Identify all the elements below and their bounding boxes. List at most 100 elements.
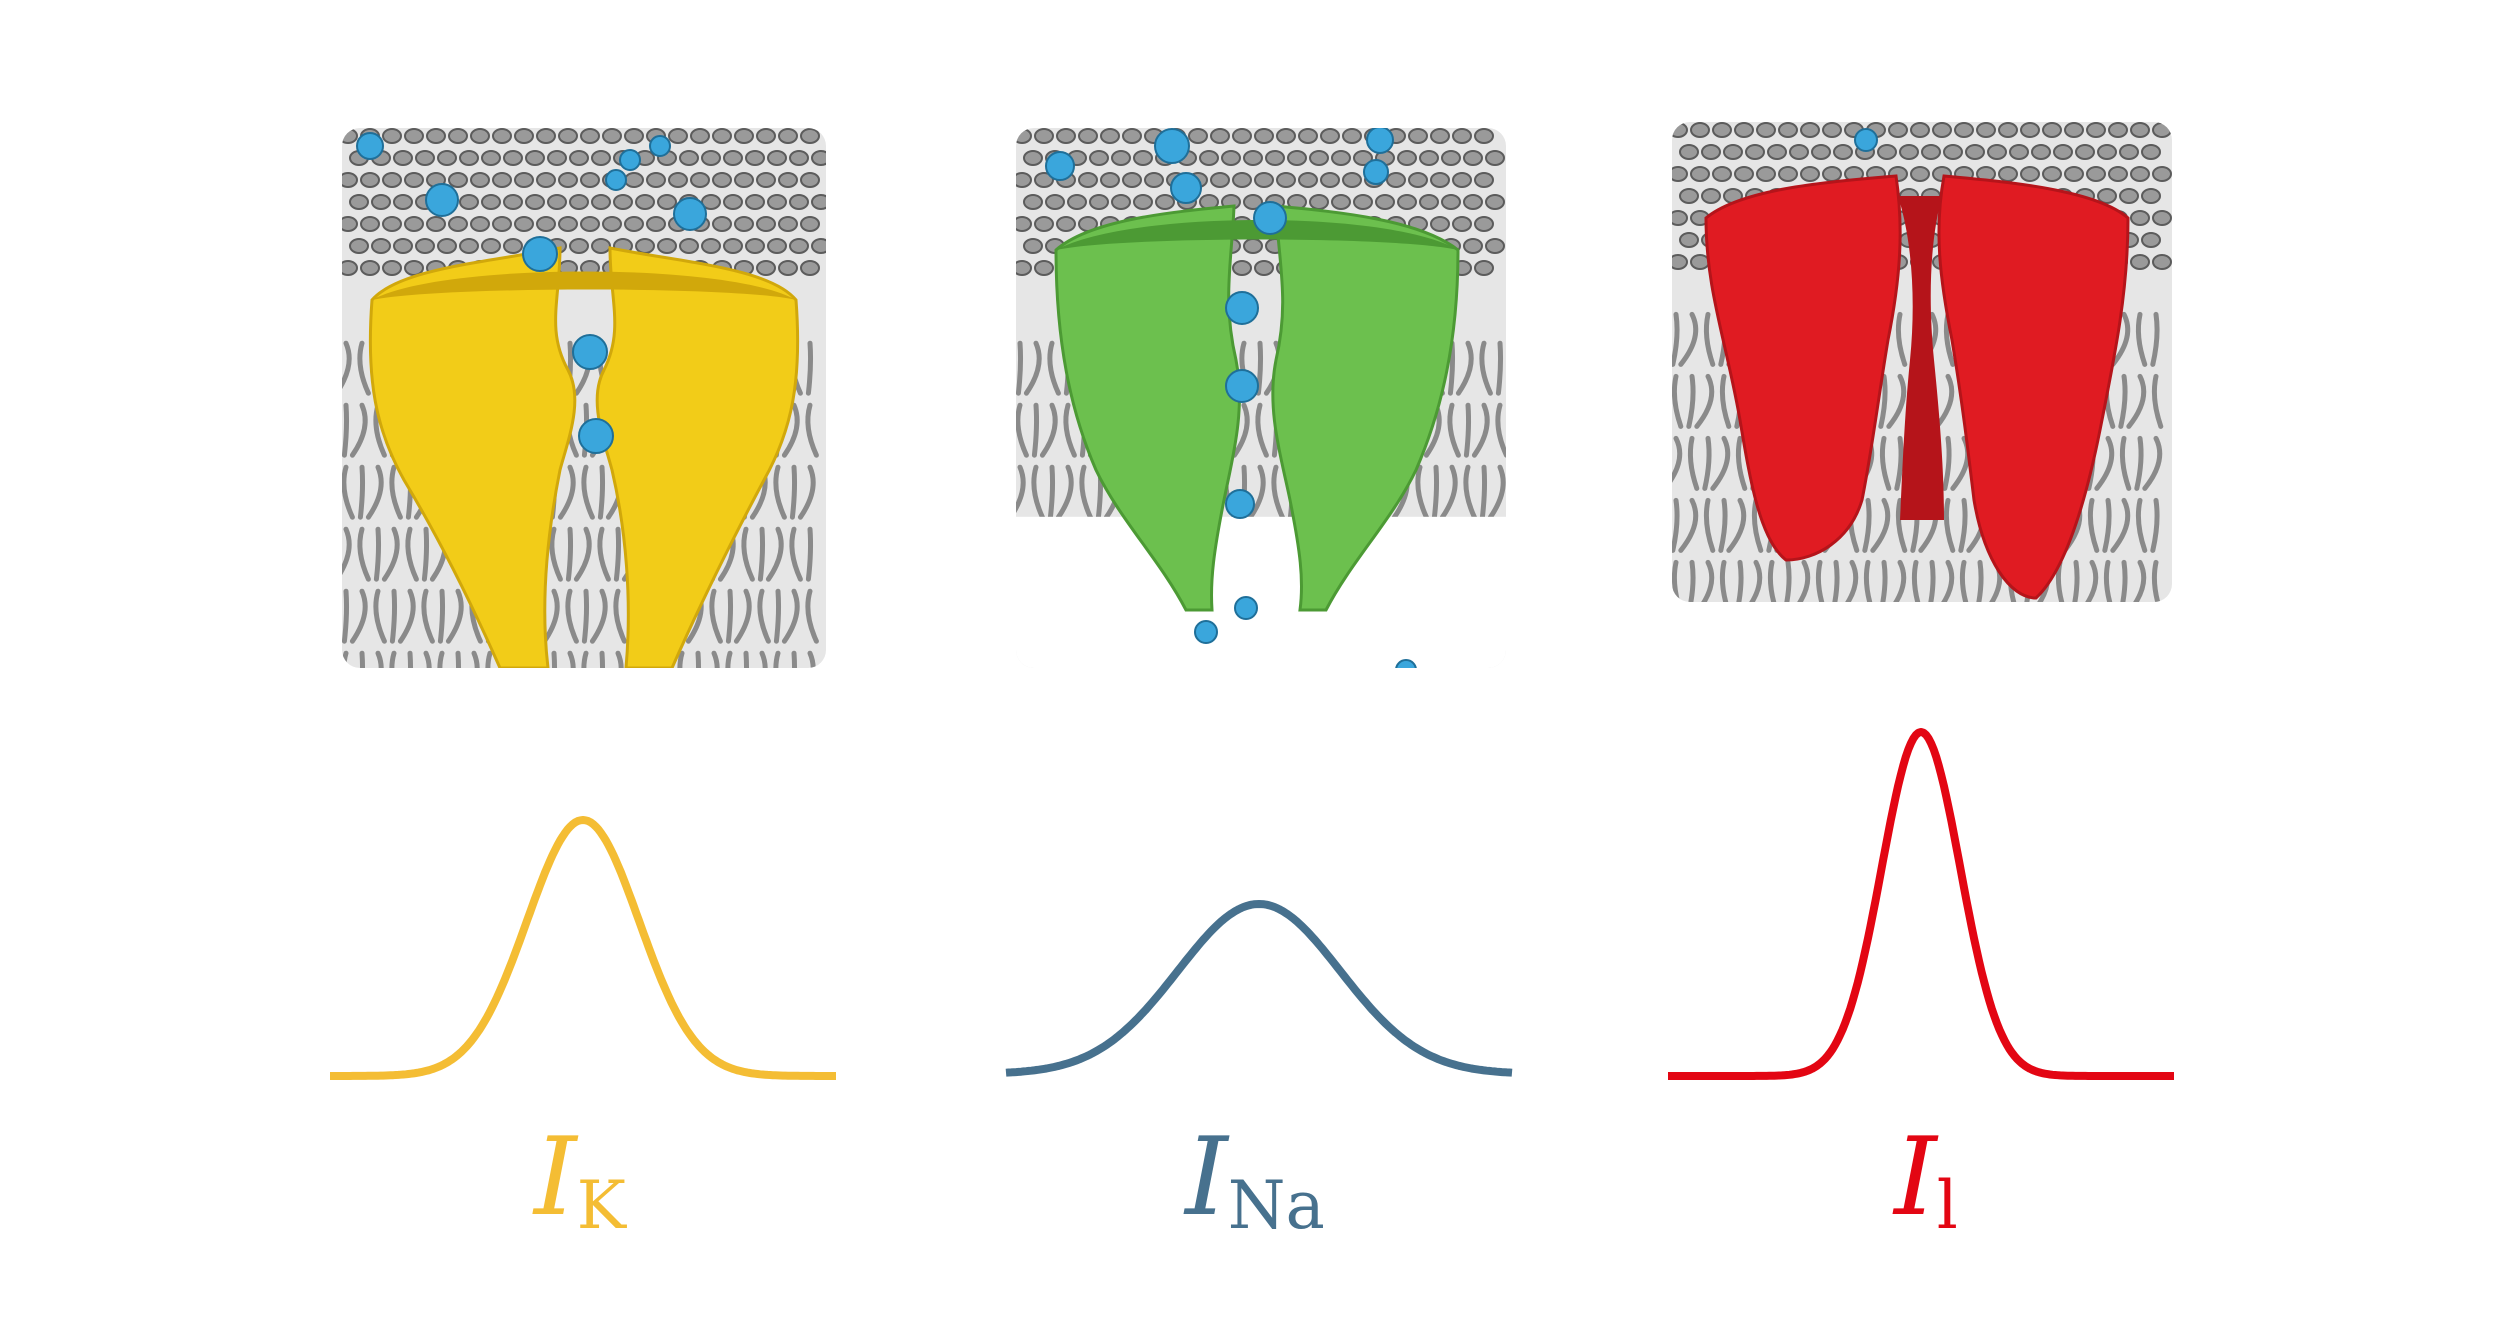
lipid-head bbox=[404, 128, 424, 144]
lipid-tail bbox=[2078, 559, 2099, 602]
lipid-head bbox=[492, 172, 512, 188]
lipid-head bbox=[745, 194, 765, 210]
lipid-tail bbox=[437, 588, 446, 644]
lipid-head bbox=[2020, 122, 2040, 138]
ion bbox=[1253, 201, 1287, 235]
lipid-head bbox=[2075, 144, 2095, 160]
lipid-head bbox=[1067, 194, 1087, 210]
lipid-head bbox=[1430, 216, 1450, 232]
lipid-tail bbox=[2087, 497, 2100, 553]
lipid-tail bbox=[581, 588, 590, 644]
lipid-head bbox=[734, 216, 754, 232]
lipid-head bbox=[1987, 144, 2007, 160]
lipid-head bbox=[1331, 150, 1351, 166]
lipid-tail bbox=[725, 588, 734, 644]
lipid-tail bbox=[1016, 402, 1029, 458]
lipid-tail bbox=[2135, 311, 2148, 367]
lipid-head bbox=[1298, 128, 1318, 144]
lipid-head bbox=[1672, 254, 1688, 270]
lipid-head bbox=[646, 216, 666, 232]
lipid-tail bbox=[1231, 402, 1250, 458]
lipid-tail bbox=[1255, 402, 1269, 458]
lipid-head bbox=[1701, 144, 1721, 160]
lipid-tail bbox=[1974, 559, 1984, 602]
lipid-head bbox=[1320, 128, 1340, 144]
lipid-tail bbox=[597, 526, 611, 582]
lipid-tail bbox=[405, 650, 414, 668]
lipid-head bbox=[448, 172, 468, 188]
lipid-head bbox=[701, 238, 721, 254]
lipid-tail bbox=[581, 464, 595, 520]
extracellular-space bbox=[1016, 516, 1506, 668]
lipid-head bbox=[342, 128, 358, 144]
lipid-tail bbox=[1863, 559, 1876, 602]
lipid-tail bbox=[789, 650, 798, 668]
lipid-head bbox=[1100, 128, 1120, 144]
lipid-tail bbox=[1672, 497, 1680, 553]
lipid-head bbox=[514, 172, 534, 188]
lipid-head bbox=[536, 172, 556, 188]
lipid-head bbox=[492, 216, 512, 232]
lipid-head bbox=[1386, 172, 1406, 188]
ion bbox=[1045, 151, 1075, 181]
lipid-tail bbox=[349, 402, 368, 458]
lipid-head bbox=[1419, 194, 1439, 210]
lipid-head bbox=[2042, 166, 2062, 182]
lipid-head bbox=[701, 150, 721, 166]
lipid-tail bbox=[1495, 340, 1504, 396]
lipid-tail bbox=[1878, 559, 1888, 602]
lipid-head bbox=[723, 150, 743, 166]
lipid-tail bbox=[421, 588, 435, 644]
lipid-head bbox=[1034, 260, 1054, 276]
ion-particles bbox=[1854, 128, 1878, 152]
lipid-tail bbox=[365, 650, 384, 668]
lipid-tail bbox=[389, 650, 403, 668]
lipid-tail bbox=[381, 526, 400, 582]
lipid-head bbox=[448, 128, 468, 144]
lipid-head bbox=[1452, 172, 1472, 188]
lipid-head bbox=[1100, 172, 1120, 188]
lipid-head bbox=[393, 238, 413, 254]
lipid-tail bbox=[1703, 497, 1716, 553]
lipid-tail bbox=[1830, 559, 1840, 602]
lipid-tail bbox=[1031, 464, 1045, 520]
lipid-tail bbox=[2119, 435, 2132, 491]
lipid-tail bbox=[357, 464, 366, 520]
lipid-tail bbox=[549, 526, 563, 582]
lipid-head bbox=[668, 128, 688, 144]
lipid-head bbox=[1016, 128, 1032, 144]
lipid-tail bbox=[693, 650, 702, 668]
lipid-head bbox=[811, 238, 826, 254]
lipid-head bbox=[613, 194, 633, 210]
lipid-head bbox=[2130, 254, 2150, 270]
lipid-head bbox=[415, 150, 435, 166]
lipid-head bbox=[1243, 150, 1263, 166]
lipid-tail bbox=[565, 588, 579, 644]
lipid-tail bbox=[805, 402, 819, 458]
lipid-head bbox=[1430, 128, 1450, 144]
lipid-head bbox=[1463, 238, 1483, 254]
lipid-tail bbox=[1672, 559, 1684, 602]
lipid-head bbox=[1122, 172, 1142, 188]
lipid-tail bbox=[2142, 435, 2163, 491]
lipid-tail bbox=[597, 464, 606, 520]
lipid-tail bbox=[1463, 464, 1477, 520]
lipid-head bbox=[2086, 122, 2106, 138]
potassium-panel: IK bbox=[328, 128, 838, 1244]
lipid-tail bbox=[1926, 559, 1936, 602]
lipid-head bbox=[437, 238, 457, 254]
lipid-head bbox=[2108, 166, 2128, 182]
lipid-tail bbox=[789, 464, 798, 520]
lipid-tail bbox=[1782, 559, 1792, 602]
lipid-tail bbox=[1767, 559, 1780, 602]
lipid-tail bbox=[342, 650, 355, 668]
lipid-head bbox=[690, 128, 710, 144]
lipid-head bbox=[1034, 216, 1054, 232]
ion bbox=[1395, 659, 1417, 668]
ion-particles bbox=[1045, 128, 1417, 668]
lipid-head bbox=[800, 216, 820, 232]
lipid-tail bbox=[342, 402, 350, 458]
lipid-tail bbox=[1271, 464, 1285, 520]
lipid-head bbox=[1452, 128, 1472, 144]
